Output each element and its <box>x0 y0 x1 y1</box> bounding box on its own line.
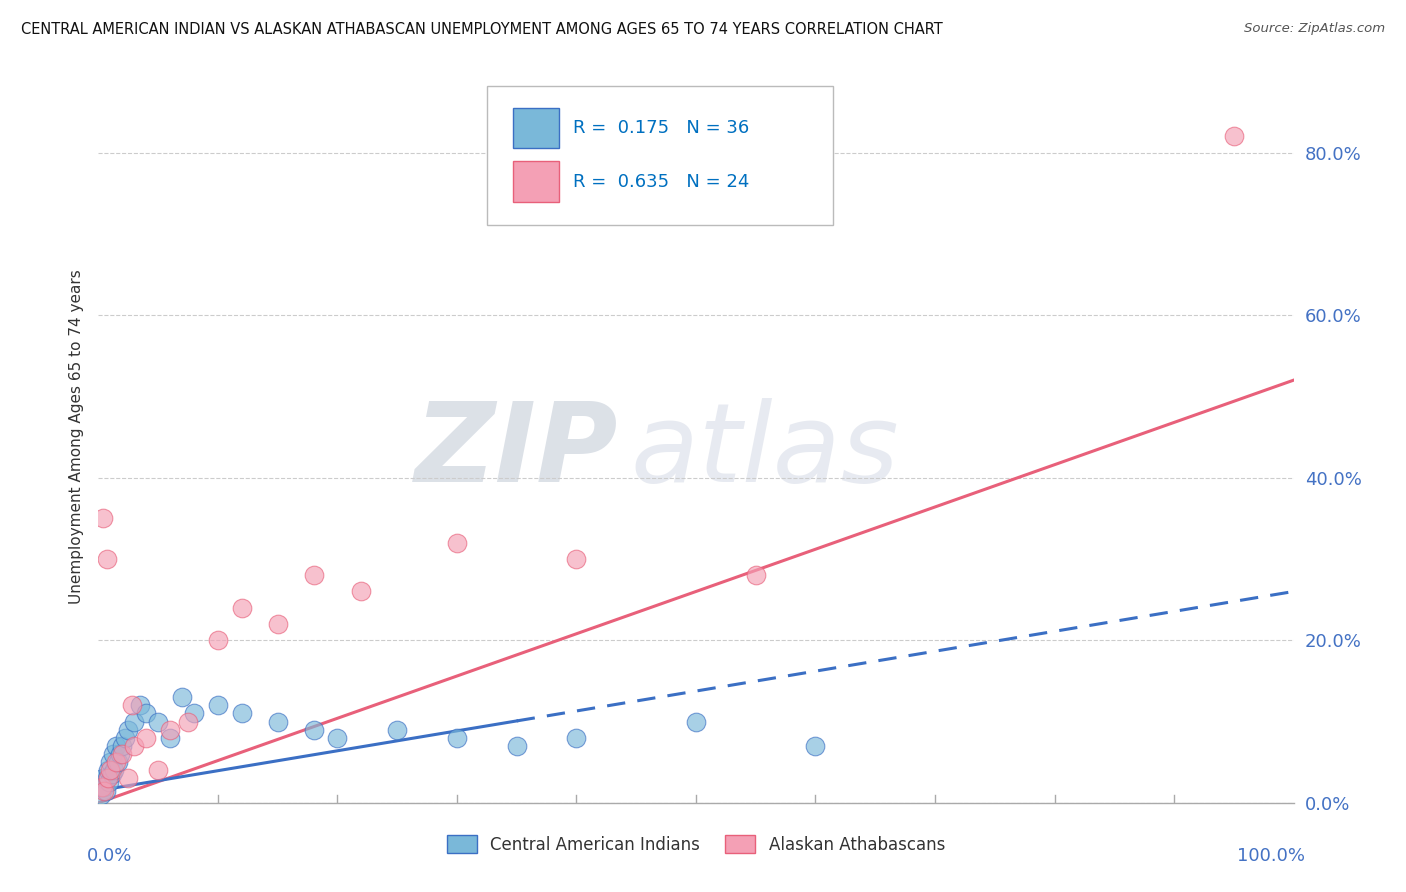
Point <box>685 714 707 729</box>
Point <box>121 698 143 713</box>
Point <box>90 788 112 802</box>
Point <box>1223 129 1246 144</box>
Point <box>105 739 128 753</box>
Point <box>91 780 114 794</box>
Point <box>446 535 468 549</box>
Text: R =  0.175   N = 36: R = 0.175 N = 36 <box>572 120 749 137</box>
Point <box>111 747 134 761</box>
Point <box>506 739 529 753</box>
Point <box>107 755 129 769</box>
Point <box>105 755 128 769</box>
Point <box>124 739 146 753</box>
Point <box>207 698 229 713</box>
Point <box>565 731 588 745</box>
Point <box>98 755 122 769</box>
Point <box>94 783 117 797</box>
Point <box>350 584 373 599</box>
Point <box>231 706 253 721</box>
Point <box>135 706 157 721</box>
Point <box>159 723 181 737</box>
Point <box>267 714 290 729</box>
Point <box>148 714 170 729</box>
Text: 0.0%: 0.0% <box>87 847 132 864</box>
Text: R =  0.635   N = 24: R = 0.635 N = 24 <box>572 173 749 191</box>
Point <box>93 783 115 797</box>
Point <box>96 552 118 566</box>
Point <box>177 714 200 729</box>
Point <box>114 731 136 745</box>
Point <box>135 731 157 745</box>
Point <box>111 739 134 753</box>
Point <box>98 764 122 778</box>
Point <box>207 633 229 648</box>
Point <box>91 772 114 786</box>
Point <box>385 723 409 737</box>
Point <box>148 764 170 778</box>
Point <box>326 731 349 745</box>
Point <box>159 731 181 745</box>
Point <box>96 772 118 786</box>
Point <box>93 780 115 794</box>
Point <box>231 600 253 615</box>
Point <box>97 764 120 778</box>
Point <box>101 747 124 761</box>
Text: atlas: atlas <box>630 398 898 505</box>
Point <box>103 764 125 778</box>
Point <box>124 714 146 729</box>
Point <box>100 767 122 781</box>
Point <box>97 772 120 786</box>
Point <box>98 775 121 789</box>
Point <box>804 739 827 753</box>
Point <box>302 568 325 582</box>
Point <box>117 723 139 737</box>
Point <box>267 617 290 632</box>
Point <box>91 511 114 525</box>
Y-axis label: Unemployment Among Ages 65 to 74 years: Unemployment Among Ages 65 to 74 years <box>69 269 84 605</box>
Legend: Central American Indians, Alaskan Athabascans: Central American Indians, Alaskan Athaba… <box>440 829 952 860</box>
Point <box>129 698 152 713</box>
Text: ZIP: ZIP <box>415 398 619 505</box>
Point <box>302 723 325 737</box>
Point <box>91 780 114 794</box>
FancyBboxPatch shape <box>486 86 834 225</box>
Point <box>446 731 468 745</box>
Point <box>565 552 588 566</box>
FancyBboxPatch shape <box>513 108 558 148</box>
Point <box>117 772 139 786</box>
Text: 100.0%: 100.0% <box>1237 847 1306 864</box>
FancyBboxPatch shape <box>513 161 558 202</box>
Point <box>745 568 768 582</box>
Text: Source: ZipAtlas.com: Source: ZipAtlas.com <box>1244 22 1385 36</box>
Point <box>108 747 131 761</box>
Point <box>183 706 205 721</box>
Point <box>172 690 194 705</box>
Text: CENTRAL AMERICAN INDIAN VS ALASKAN ATHABASCAN UNEMPLOYMENT AMONG AGES 65 TO 74 Y: CENTRAL AMERICAN INDIAN VS ALASKAN ATHAB… <box>21 22 943 37</box>
